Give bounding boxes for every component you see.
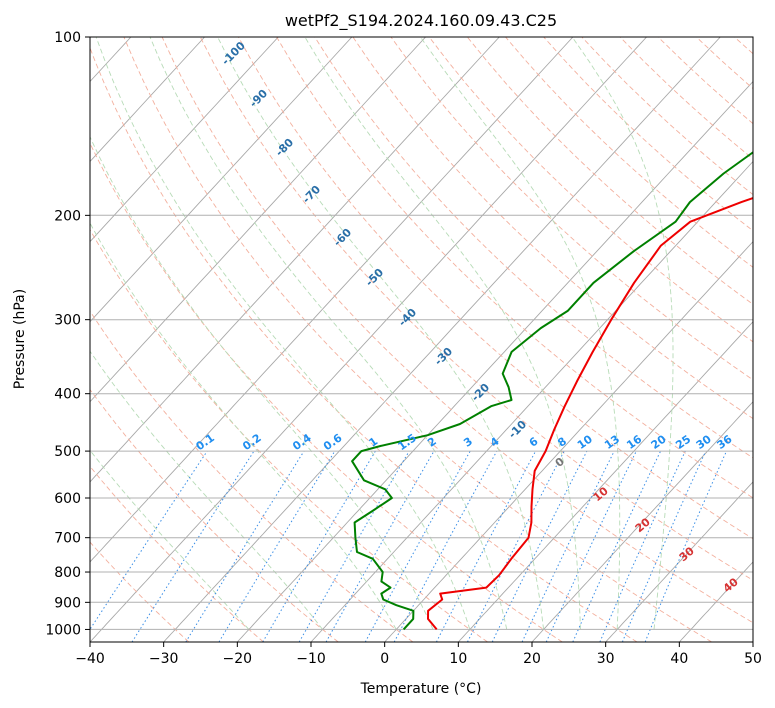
mixing-ratio-line [491, 450, 588, 642]
moist-adiabat-line [90, 350, 323, 630]
dry-adiabat-line [238, 37, 753, 540]
y-axis-label: Pressure (hPa) [12, 289, 28, 389]
isotherm-line [384, 240, 753, 642]
dry-adiabat-line [276, 37, 753, 499]
isotherm-line [90, 37, 426, 403]
dry-adiabat-line [352, 37, 753, 420]
dry-adiabat-line [123, 37, 712, 642]
mixing-ratio-line [644, 450, 727, 642]
mixing-ratio-line [131, 450, 255, 642]
x-tick-label: 0 [380, 651, 389, 667]
dewpoint-profile [351, 151, 753, 631]
isotherm-line [90, 37, 500, 483]
y-tick-label: 300 [54, 313, 81, 329]
isotherm-line [605, 481, 753, 642]
isotherm-line [90, 37, 353, 323]
y-tick-label: 400 [54, 387, 81, 403]
moist-adiabat-line [149, 37, 508, 630]
dry-adiabat-line [90, 310, 414, 642]
dry-adiabat-line [90, 142, 563, 642]
y-tick-label: 200 [54, 208, 81, 224]
y-axis: 100 200 300 400 500 600 700 800 900 1000 [45, 30, 90, 638]
moist-adiabat-line [217, 37, 544, 630]
isotherm-line [163, 37, 721, 642]
temperature-profile [427, 196, 753, 631]
dry-adiabat-line [90, 465, 264, 642]
x-tick-label: −30 [149, 651, 179, 667]
y-tick-label: 800 [54, 565, 81, 581]
x-tick-label: 10 [449, 651, 467, 667]
moist-adiabat-line [95, 37, 471, 630]
isotherm-line [678, 561, 753, 642]
plot-frame [89, 36, 754, 643]
dry-adiabat-line [390, 37, 753, 381]
mixing-ratio-line [185, 450, 305, 642]
isotherm-line [457, 321, 753, 642]
chart-title: wetPf2_S194.2024.160.09.43.C25 [285, 11, 557, 31]
y-tick-label: 700 [54, 531, 81, 547]
x-axis-label: Temperature (°C) [360, 681, 482, 697]
x-tick-label: 30 [597, 651, 615, 667]
isotherm-line [90, 37, 647, 642]
dry-adiabat-line [90, 46, 638, 642]
dry-adiabat-line [161, 37, 753, 624]
y-tick-label: 100 [54, 30, 81, 46]
mixing-ratio-line [364, 450, 471, 642]
y-tick-label: 600 [54, 491, 81, 507]
y-tick-label: 500 [54, 444, 81, 460]
dry-adiabat-line [466, 37, 753, 305]
y-tick-label: 1000 [45, 622, 81, 638]
x-tick-label: −10 [296, 651, 326, 667]
dry-adiabat-line [199, 37, 753, 581]
x-tick-label: 50 [744, 651, 762, 667]
x-tick-label: −20 [223, 651, 253, 667]
mixing-ratio-line [599, 450, 686, 642]
mixing-ratio-line [218, 450, 336, 642]
profiles [351, 151, 753, 631]
x-tick-label: 20 [523, 651, 541, 667]
moist-adiabat-line [90, 222, 397, 630]
moist-adiabat-line [90, 449, 250, 630]
mixing-ratio-line [621, 450, 707, 642]
y-tick-label: 900 [54, 595, 81, 611]
x-tick-label: −40 [75, 651, 105, 667]
mixing-ratio-line [325, 450, 435, 642]
mixing-ratio-line [90, 450, 208, 631]
x-tick-label: 40 [670, 651, 688, 667]
moist-adiabat-line [90, 135, 434, 630]
moist-adiabat-line [304, 37, 581, 630]
isotherm-line [531, 401, 753, 642]
mixing-ratio-line [467, 450, 565, 642]
moist-adiabat-line [420, 37, 621, 630]
moist-adiabat-line [571, 37, 674, 630]
x-axis: −40 −30 −20 −10 0 10 20 30 40 50 [75, 642, 762, 667]
mixing-ratio-line [393, 450, 498, 642]
isotherm-line [90, 37, 574, 563]
background-lines [90, 37, 753, 642]
